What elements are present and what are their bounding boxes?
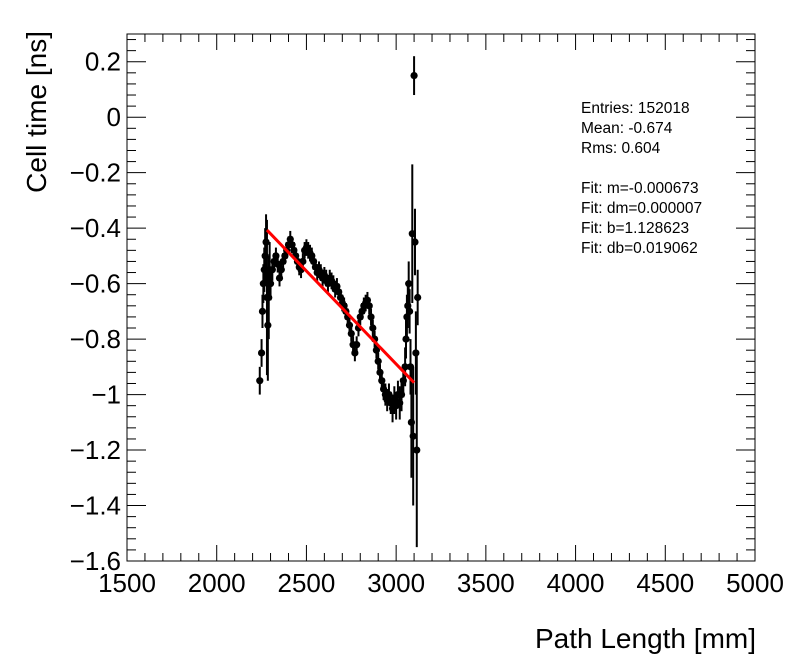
y-tick-label: 0 <box>107 102 121 132</box>
x-tick-label: 2500 <box>278 568 336 598</box>
stats-mean: Mean: -0.674 <box>581 120 673 137</box>
data-point <box>299 257 307 266</box>
data-point <box>374 357 382 365</box>
stats-entries: Entries: 152018 <box>581 100 690 117</box>
y-tick-label: −0.4 <box>70 213 121 243</box>
x-axis-title: Path Length [mm] <box>535 623 756 654</box>
data-point <box>409 432 417 440</box>
data-point <box>274 260 282 268</box>
stats-fit-b: Fit: b=1.128623 <box>581 220 689 237</box>
y-tick-label: −0.8 <box>70 324 121 354</box>
data-point <box>367 313 375 321</box>
stats-fit-dm: Fit: dm=0.000007 <box>581 200 702 217</box>
y-tick-label: −1.6 <box>70 546 121 576</box>
data-point <box>406 307 414 315</box>
data-point <box>411 238 419 246</box>
fit-line <box>265 229 416 384</box>
data-point <box>414 293 422 302</box>
data-point <box>347 329 355 338</box>
stats-box: Entries: 152018 Mean: -0.674 Rms: 0.604 … <box>581 100 702 257</box>
stats-fit-db: Fit: db=0.019062 <box>581 240 698 257</box>
data-point <box>410 72 418 80</box>
x-tick-label: 3500 <box>457 568 515 598</box>
data-point <box>353 341 361 349</box>
axis-ticks <box>126 34 756 562</box>
y-tick-label: −1 <box>91 380 121 410</box>
fit-line-group <box>265 229 416 384</box>
data-point <box>257 349 266 357</box>
y-tick-label: −0.2 <box>70 158 121 188</box>
x-tick-label: 1500 <box>98 568 156 598</box>
data-point <box>258 307 267 315</box>
data-point <box>413 446 421 454</box>
x-tick-label: 5000 <box>726 568 784 598</box>
data-point <box>365 302 373 310</box>
x-tick-label: 4500 <box>636 568 694 598</box>
data-point <box>266 280 275 288</box>
x-tick-label: 4000 <box>547 568 605 598</box>
data-points <box>256 56 422 548</box>
y-tick-label: −1.2 <box>70 435 121 465</box>
data-point <box>369 324 377 332</box>
x-tick-label: 3000 <box>367 568 425 598</box>
stats-fit-m: Fit: m=-0.000673 <box>581 180 699 197</box>
x-tick-label: 2000 <box>188 568 246 598</box>
y-tick-label: −0.6 <box>70 269 121 299</box>
plot-frame <box>126 33 756 562</box>
axis-tick-labels: 1500 2000 2500 3000 3500 4000 4500 5000 −1.6 −1.4… <box>70 47 784 598</box>
y-tick-label: −1.4 <box>70 491 121 521</box>
data-point <box>401 363 409 371</box>
data-point <box>405 280 413 288</box>
data-point <box>256 377 264 385</box>
stats-rms: Rms: 0.604 <box>581 140 661 157</box>
data-point <box>372 346 381 354</box>
y-axis-title: Cell time [ns] <box>21 31 52 193</box>
y-tick-label: 0.2 <box>85 47 121 77</box>
